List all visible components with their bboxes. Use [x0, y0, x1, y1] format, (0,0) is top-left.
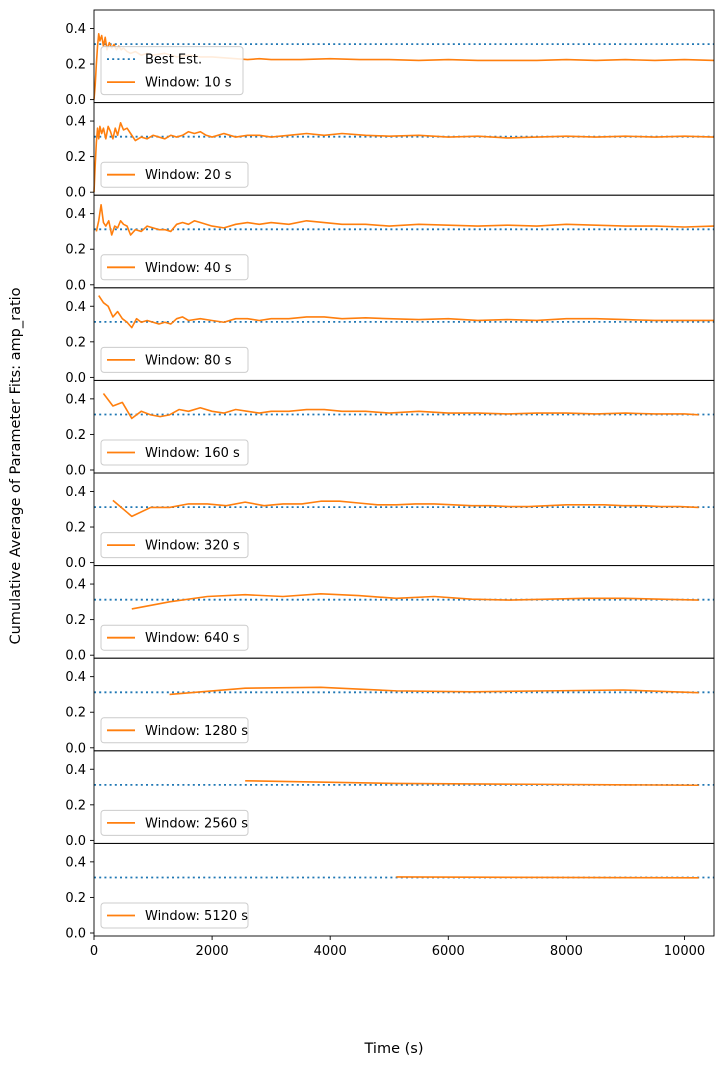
y-tick-label: 0.0 [65, 93, 86, 108]
x-tick-label: 6000 [432, 944, 465, 959]
x-tick-label: 2000 [196, 944, 229, 959]
series-line [396, 876, 699, 879]
y-tick-label: 0.2 [65, 521, 86, 536]
series-line [112, 499, 699, 518]
x-tick-label: 8000 [550, 944, 583, 959]
y-tick-label: 0.2 [65, 613, 86, 628]
legend-box [100, 532, 249, 559]
panel-3: 0.0 0.2 0.4 Window: 40 s [65, 194, 715, 293]
series-line [102, 393, 699, 420]
panel-6: 0.0 0.2 0.4 Window: 320 s [65, 472, 715, 571]
y-tick-label: 0.2 [65, 798, 86, 813]
x-tick-label: 10000 [664, 944, 705, 959]
legend: Window: 320 s [100, 532, 249, 559]
series-line [131, 593, 699, 610]
legend-series-label: Window: 1280 s [145, 724, 248, 739]
legend-series-label: Window: 10 s [145, 76, 232, 91]
panel-10: 0.0 0.2 0.4 Window: 5120 s [65, 842, 715, 942]
y-tick-label: 0.0 [65, 186, 86, 201]
y-tick-label: 0.0 [65, 464, 86, 479]
series-line [93, 122, 715, 193]
legend-series-label: Window: 2560 s [145, 816, 248, 831]
y-tick-label: 0.0 [65, 741, 86, 756]
legend-box [100, 254, 249, 281]
series-line [169, 686, 699, 696]
legend-box [100, 346, 249, 373]
y-axis-label: Cumulative Average of Parameter Fits: am… [8, 287, 24, 644]
legend-box [100, 624, 249, 651]
y-tick-label: 0.4 [65, 485, 86, 500]
y-tick-label: 0.0 [65, 927, 86, 942]
legend-series-label: Window: 5120 s [145, 909, 248, 924]
legend: Window: 20 s [100, 161, 249, 188]
legend: Window: 160 s [100, 439, 249, 466]
y-tick-label: 0.0 [65, 649, 86, 664]
legend-best-label: Best Est. [145, 53, 202, 68]
series-line [98, 295, 714, 329]
legend: Best Est. Window: 10 s [100, 46, 244, 96]
panel-4: 0.0 0.2 0.4 Window: 80 s [65, 287, 715, 386]
y-tick-label: 0.2 [65, 428, 86, 443]
panel-9: 0.0 0.2 0.4 Window: 2560 s [65, 750, 715, 849]
panel-5: 0.0 0.2 0.4 Window: 160 s [65, 379, 715, 479]
y-tick-label: 0.2 [65, 243, 86, 258]
y-tick-label: 0.2 [65, 150, 86, 165]
y-tick-label: 0.0 [65, 278, 86, 293]
legend-box [100, 439, 249, 466]
y-tick-label: 0.0 [65, 834, 86, 849]
legend-series-label: Window: 160 s [145, 446, 240, 461]
legend-series-label: Window: 80 s [145, 353, 232, 368]
y-tick-label: 0.4 [65, 392, 86, 407]
y-tick-label: 0.4 [65, 855, 86, 870]
panel-7: 0.0 0.2 0.4 Window: 640 s [65, 565, 715, 664]
y-tick-label: 0.4 [65, 115, 86, 130]
legend-series-label: Window: 20 s [145, 168, 232, 183]
y-tick-label: 0.4 [65, 670, 86, 685]
x-axis-label: Time (s) [364, 1041, 424, 1057]
legend-box [100, 717, 249, 744]
legend: Window: 5120 s [100, 902, 249, 929]
legend-box [100, 46, 244, 96]
panel-2: 0.0 0.2 0.4 Window: 20 s [65, 102, 715, 201]
legend-series-label: Window: 320 s [145, 539, 240, 554]
y-tick-label: 0.2 [65, 706, 86, 721]
legend: Window: 40 s [100, 254, 249, 281]
x-tick-label: 4000 [314, 944, 347, 959]
x-tick-label: 0 [90, 944, 98, 959]
legend-box [100, 809, 249, 836]
y-tick-label: 0.0 [65, 556, 86, 571]
legend-box [100, 902, 249, 929]
y-tick-label: 0.2 [65, 891, 86, 906]
y-tick-label: 0.0 [65, 371, 86, 386]
y-tick-label: 0.4 [65, 578, 86, 593]
y-tick-label: 0.2 [65, 335, 86, 350]
legend-series-label: Window: 640 s [145, 631, 240, 646]
legend: Window: 80 s [100, 346, 249, 373]
panel-frame [93, 842, 715, 937]
legend: Window: 1280 s [100, 717, 249, 744]
series-line [95, 203, 715, 236]
panel-8: 0.0 0.2 0.4 Window: 1280 s [65, 657, 715, 756]
y-tick-label: 0.4 [65, 22, 86, 37]
legend: Window: 2560 s [100, 809, 249, 836]
y-tick-label: 0.2 [65, 58, 86, 73]
y-tick-label: 0.4 [65, 207, 86, 222]
panels-group: 0.0 0.2 0.4 Best Est. Window: 10 s 0.0 0.2 0.4 W… [65, 9, 715, 959]
panel-1: 0.0 0.2 0.4 Best Est. Window: 10 s [65, 9, 715, 108]
legend: Window: 640 s [100, 624, 249, 651]
legend-series-label: Window: 40 s [145, 261, 232, 276]
legend-box [100, 161, 249, 188]
y-tick-label: 0.4 [65, 763, 86, 778]
y-tick-label: 0.4 [65, 300, 86, 315]
series-line [245, 780, 699, 787]
